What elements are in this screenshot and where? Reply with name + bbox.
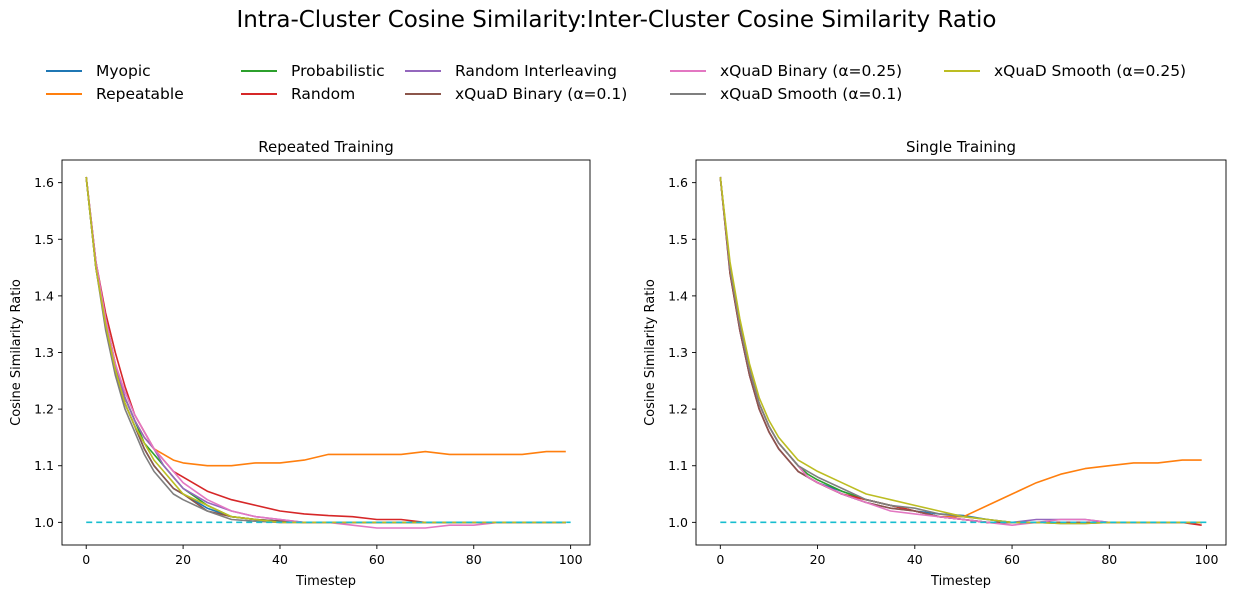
y-tick-label: 1.4 [668, 288, 688, 303]
x-tick-label: 20 [810, 552, 826, 567]
legend-item: Probabilistic [241, 60, 385, 82]
legend-swatch [670, 93, 706, 95]
chart-title: Single Training [906, 138, 1016, 156]
series-line [719, 176, 1202, 524]
legend-label: xQuaD Smooth (α=0.1) [720, 85, 903, 103]
chart-right: 0 20 40 60 80 100 1.0 1.1 1.2 1.3 1.4 1.5 1.6 Single … [643, 138, 1227, 589]
y-tick-label: 1.0 [34, 515, 54, 530]
legend-swatch [944, 70, 980, 72]
legend-label: Probabilistic [291, 62, 385, 80]
legend-label: Random [291, 85, 356, 103]
series-line [85, 176, 566, 529]
legend-swatch [405, 70, 441, 72]
x-axis-label: Timestep [930, 574, 991, 589]
y-tick-label: 1.3 [34, 345, 54, 360]
series-line [719, 176, 1202, 524]
legend-label: xQuaD Smooth (α=0.25) [994, 62, 1187, 80]
y-axis-label: Cosine Similarity Ratio [643, 279, 658, 426]
x-tick-label: 60 [1004, 552, 1020, 567]
y-tick-label: 1.0 [668, 515, 688, 530]
legend-item: Myopic [46, 60, 151, 82]
legend-label: Repeatable [96, 85, 184, 103]
chart-title: Repeated Training [258, 138, 394, 156]
x-tick-label: 80 [466, 552, 482, 567]
legend-swatch [241, 70, 277, 72]
legend-item: xQuaD Smooth (α=0.25) [944, 60, 1186, 82]
legend-item: Random [241, 83, 355, 105]
series-line [85, 176, 566, 524]
y-axis-label: Cosine Similarity Ratio [9, 279, 24, 426]
x-tick-label: 40 [272, 552, 288, 567]
y-tick-label: 1.5 [668, 232, 688, 247]
x-tick-label: 60 [369, 552, 385, 567]
legend-label: Random Interleaving [455, 62, 617, 80]
series-line [719, 176, 1202, 525]
series-line [719, 176, 1202, 524]
legend-label: xQuaD Binary (α=0.25) [720, 62, 903, 80]
legend-swatch [241, 93, 277, 95]
x-tick-label: 0 [82, 552, 90, 567]
y-tick-label: 1.4 [34, 288, 54, 303]
legend-item: xQuaD Binary (α=0.1) [405, 83, 627, 105]
series-line [719, 176, 1202, 526]
figure-title: Intra-Cluster Cosine Similarity:Inter-Cl… [236, 7, 997, 33]
legend-label: Myopic [96, 62, 151, 80]
series-line [719, 176, 1202, 525]
legend-item: Random Interleaving [405, 60, 617, 82]
y-tick-label: 1.2 [668, 402, 688, 417]
series-line [719, 176, 1202, 526]
y-tick-label: 1.2 [34, 402, 54, 417]
x-axis-label: Timestep [295, 574, 356, 589]
y-tick-label: 1.5 [34, 232, 54, 247]
legend-item: Repeatable [46, 83, 184, 105]
legend-item: xQuaD Smooth (α=0.1) [670, 83, 902, 105]
y-tick-label: 1.6 [34, 175, 54, 190]
plot-frame [61, 159, 591, 546]
x-tick-label: 40 [907, 552, 923, 567]
plot-frame [695, 159, 1227, 546]
legend: Myopic Repeatable Probabilistic Random Rando… [46, 60, 1226, 110]
series-line [719, 176, 1202, 524]
legend-label: xQuaD Binary (α=0.1) [455, 85, 628, 103]
x-tick-label: 80 [1101, 552, 1117, 567]
legend-swatch [405, 93, 441, 95]
x-tick-label: 100 [559, 552, 583, 567]
series-line [85, 176, 566, 524]
x-tick-label: 20 [175, 552, 191, 567]
legend-swatch [670, 70, 706, 72]
y-tick-label: 1.3 [668, 345, 688, 360]
legend-swatch [46, 70, 82, 72]
legend-swatch [46, 93, 82, 95]
y-tick-label: 1.6 [668, 175, 688, 190]
series-line [85, 176, 566, 467]
legend-item: xQuaD Binary (α=0.25) [670, 60, 902, 82]
x-tick-label: 0 [716, 552, 724, 567]
y-tick-label: 1.1 [668, 458, 688, 473]
chart-left: 0 20 40 60 80 100 1.0 1.1 1.2 1.3 1.4 1.5 1.6 Repeate… [9, 138, 591, 589]
x-tick-label: 100 [1195, 552, 1219, 567]
y-tick-label: 1.1 [34, 458, 54, 473]
